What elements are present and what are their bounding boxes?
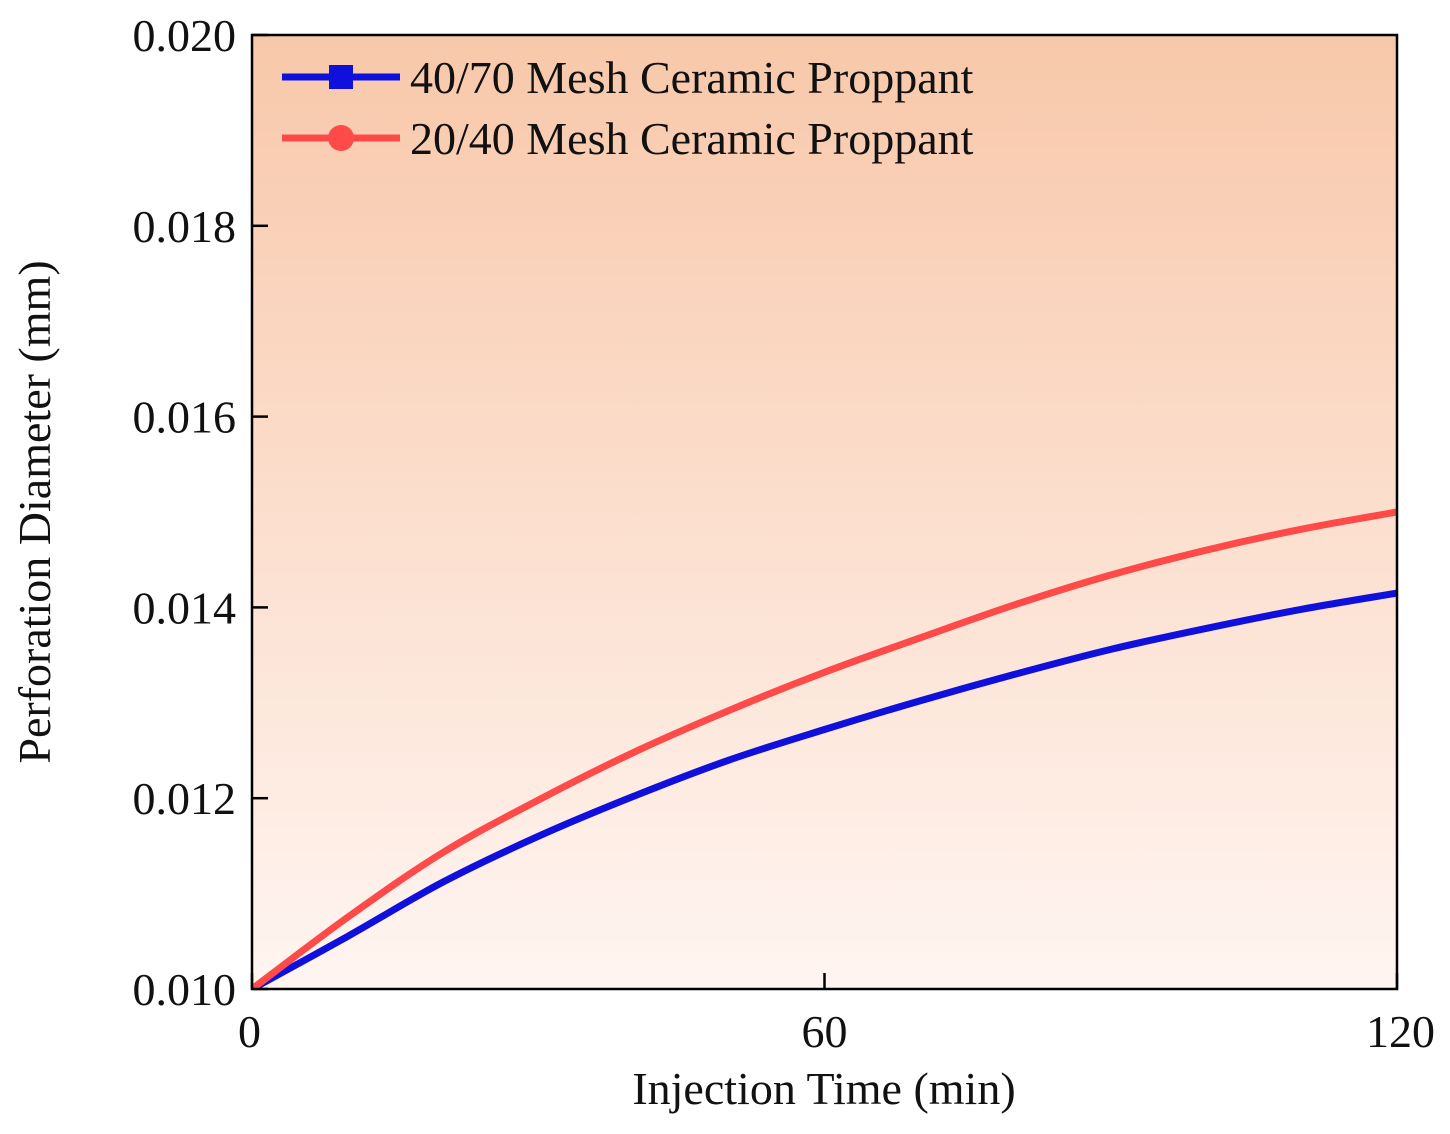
data-point-20-40	[821, 669, 828, 676]
data-point-20-40	[1107, 571, 1114, 579]
data-point-20-40	[535, 796, 542, 804]
legend-circle-marker	[328, 125, 354, 151]
data-point-20-40	[630, 749, 637, 756]
data-point-20-40	[344, 914, 351, 921]
data-point-40-70	[1012, 670, 1019, 678]
x-tick-label: 120	[1366, 1006, 1435, 1057]
data-point-40-70	[821, 726, 828, 733]
y-tick-labels: 0.010 0.012 0.014 0.016 0.018 0.020	[133, 10, 237, 1015]
legend: 40/70 Mesh Ceramic Proppant 20/40 Mesh C…	[282, 52, 974, 164]
legend-item-20-40: 20/40 Mesh Ceramic Proppant	[282, 113, 974, 164]
data-point-20-40	[916, 634, 924, 642]
data-point-40-70	[916, 697, 924, 705]
plot-background	[252, 35, 1397, 989]
legend-label-40-70: 40/70 Mesh Ceramic Proppant	[410, 52, 974, 103]
data-point-20-40	[439, 849, 447, 856]
legend-label-20-40: 20/40 Mesh Ceramic Proppant	[410, 113, 974, 164]
x-tick-labels: 0 60 120	[238, 1006, 1435, 1057]
y-tick-label: 0.014	[133, 582, 237, 633]
y-tick-label: 0.010	[133, 964, 237, 1015]
y-tick-label: 0.020	[133, 10, 237, 61]
y-tick-label: 0.016	[133, 392, 237, 443]
data-point-40-70	[344, 933, 351, 940]
plot-frame	[250, 33, 1399, 991]
data-point-40-70	[439, 878, 447, 886]
y-tick-label: 0.012	[133, 773, 237, 824]
data-point-20-40	[725, 707, 733, 714]
x-tick-label: 0	[238, 1006, 261, 1057]
data-point-40-70	[1298, 606, 1305, 613]
data-point-40-70	[535, 833, 542, 840]
data-point-20-40	[1202, 546, 1210, 554]
data-point-40-70	[725, 756, 733, 764]
y-axis-title: Perforation Diameter (mm)	[9, 260, 60, 763]
data-point-40-70	[630, 793, 637, 800]
data-point-40-70	[1107, 646, 1114, 653]
data-point-40-70	[1202, 625, 1210, 632]
series-layer	[252, 508, 1397, 989]
legend-square-marker	[329, 65, 353, 89]
data-point-20-40	[1298, 525, 1305, 533]
legend-item-40-70: 40/70 Mesh Ceramic Proppant	[282, 52, 974, 103]
y-tick-label: 0.018	[133, 201, 237, 252]
x-axis-title: Injection Time (min)	[632, 1063, 1015, 1114]
x-tick-label: 60	[802, 1006, 848, 1057]
data-point-20-40	[1012, 601, 1019, 608]
